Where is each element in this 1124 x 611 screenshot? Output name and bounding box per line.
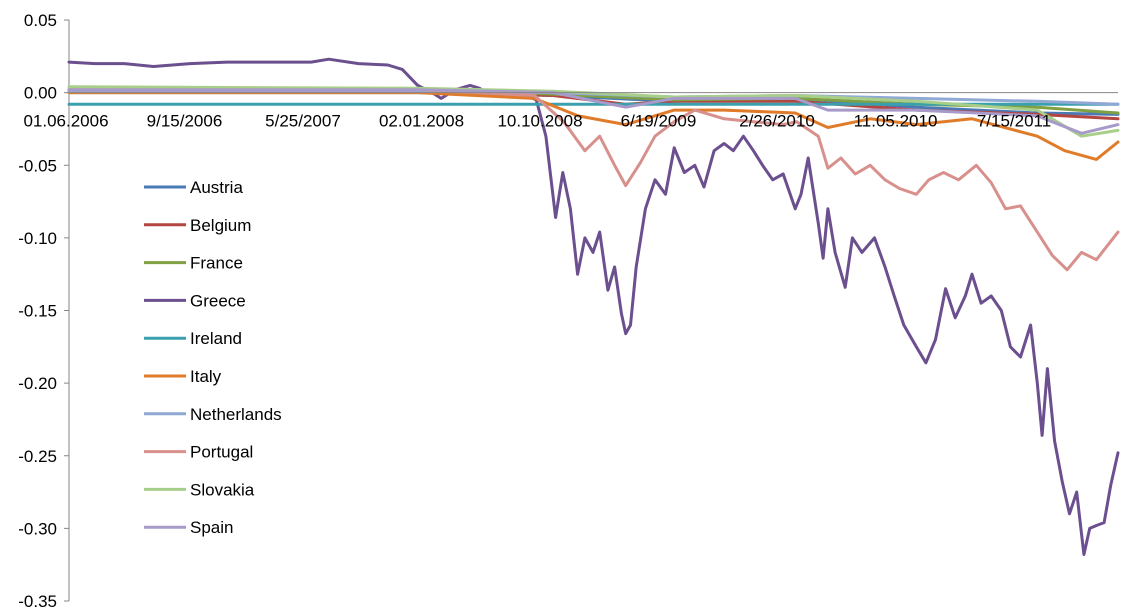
legend-label-belgium: Belgium bbox=[190, 216, 251, 235]
y-tick-label: 0.05 bbox=[24, 11, 57, 30]
legend-label-austria: Austria bbox=[190, 178, 243, 197]
legend-label-france: France bbox=[190, 254, 243, 273]
y-tick-label: -0.20 bbox=[18, 374, 57, 393]
y-tick-label: -0.15 bbox=[18, 302, 57, 321]
legend: Austria Belgium France Greece Ireland Italy Ne… bbox=[144, 178, 282, 537]
x-tick-label: 7/15/2011 bbox=[977, 112, 1051, 131]
legend-label-slovakia: Slovakia bbox=[190, 480, 255, 499]
y-tick-label: -0.35 bbox=[18, 592, 57, 611]
x-axis-tick-labels: 01.06.2006 9/15/2006 5/25/2007 02.01.2008 10… bbox=[23, 112, 1051, 131]
series-line-italy bbox=[67, 91, 1120, 161]
x-tick-label: 11.05.2010 bbox=[854, 112, 938, 131]
series-line-spain bbox=[67, 88, 1120, 135]
x-tick-label: 01.06.2006 bbox=[23, 112, 108, 131]
legend-label-italy: Italy bbox=[190, 367, 222, 386]
x-tick-label: 5/25/2007 bbox=[265, 112, 341, 131]
y-tick-label: -0.25 bbox=[18, 447, 57, 466]
series-line-portugal bbox=[67, 88, 1120, 272]
y-tick-label: -0.05 bbox=[18, 156, 57, 175]
x-tick-label: 02.01.2008 bbox=[379, 112, 464, 131]
x-tick-label: 6/19/2009 bbox=[621, 112, 697, 131]
x-tick-label: 9/15/2006 bbox=[147, 112, 223, 131]
y-axis-tick-labels: 0.05 0.00 -0.05 -0.10 -0.15 -0.20 -0.25 -0.30 -0… bbox=[18, 11, 69, 611]
legend-label-ireland: Ireland bbox=[190, 329, 242, 348]
legend-label-spain: Spain bbox=[190, 518, 233, 537]
legend-label-netherlands: Netherlands bbox=[190, 405, 282, 424]
y-tick-label: 0.00 bbox=[24, 84, 57, 103]
y-tick-label: -0.10 bbox=[18, 229, 57, 248]
legend-label-portugal: Portugal bbox=[190, 443, 253, 462]
y-tick-label: -0.30 bbox=[18, 519, 57, 538]
x-tick-label: 2/26/2010 bbox=[739, 112, 815, 131]
legend-label-greece: Greece bbox=[190, 291, 246, 310]
x-tick-label: 10.10.2008 bbox=[497, 112, 582, 131]
